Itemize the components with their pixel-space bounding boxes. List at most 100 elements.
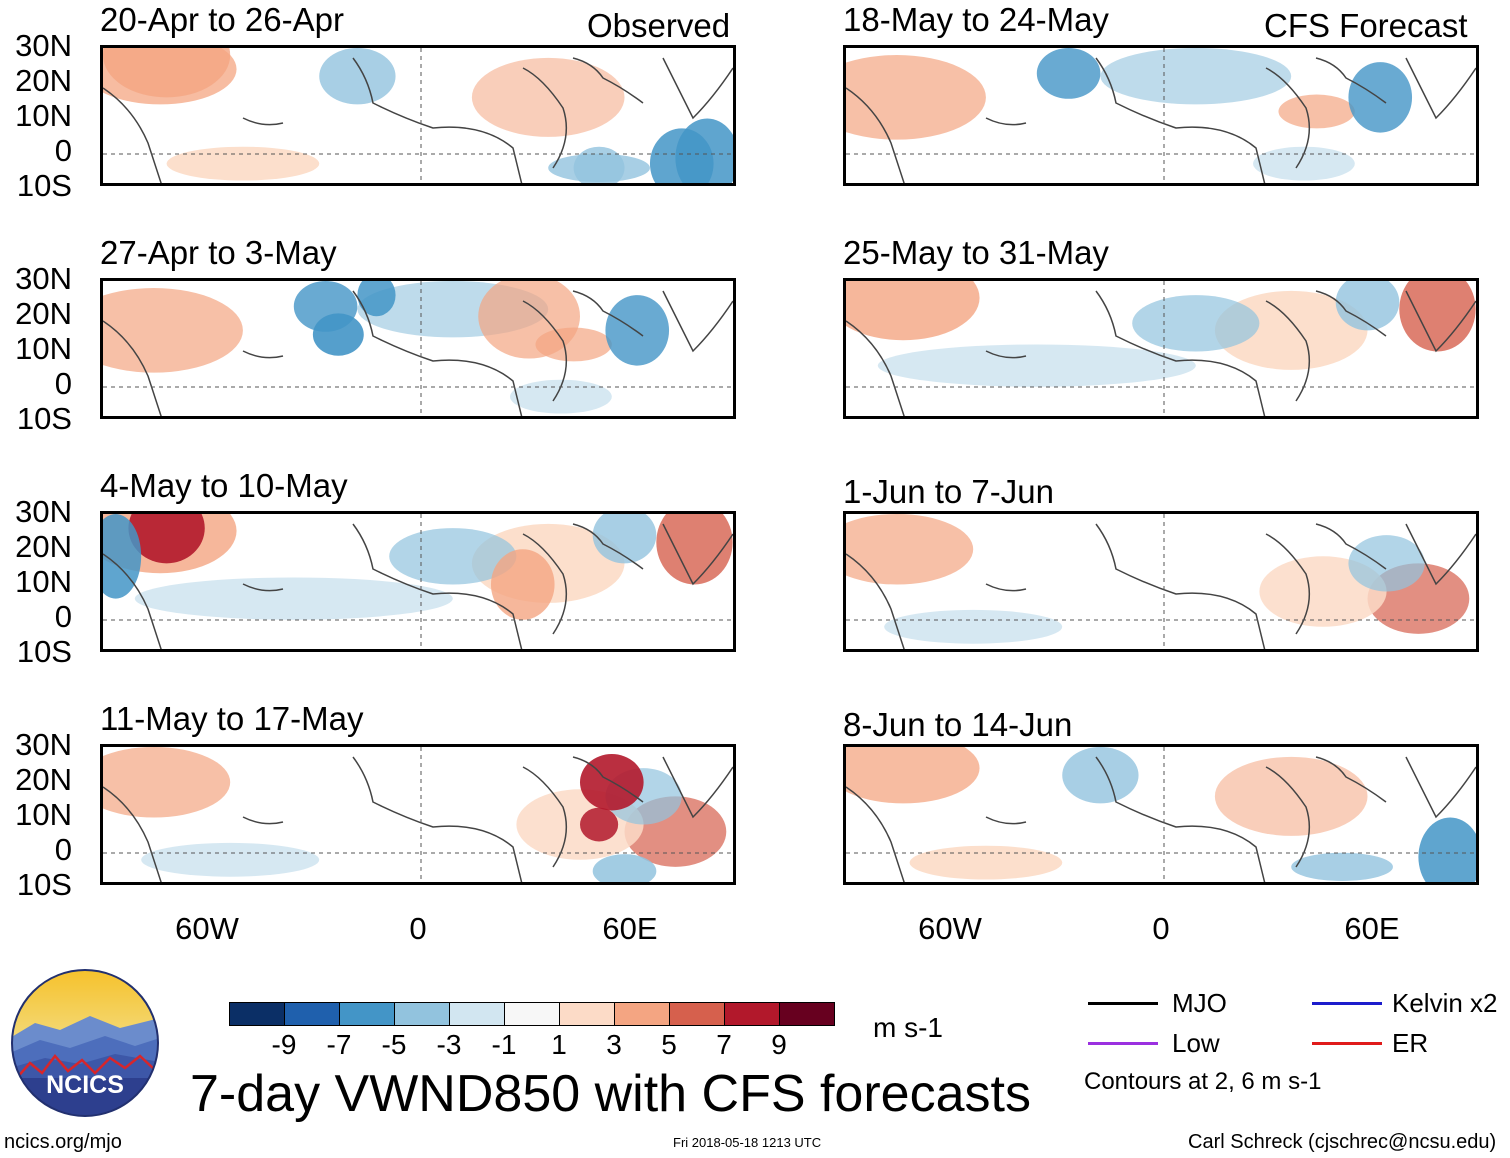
anomaly-shading xyxy=(592,854,657,882)
colorbar-label: 7 xyxy=(716,1029,732,1060)
panel-title-fcst-1: 18-May to 24-May xyxy=(843,1,1109,38)
y-tick: 0 xyxy=(54,366,72,401)
anomaly-shading xyxy=(877,344,1196,387)
legend-label-er: ER xyxy=(1392,1028,1429,1058)
legend-swatch-mjo xyxy=(1088,1002,1158,1005)
colorbar-cell xyxy=(229,1002,285,1026)
colorbar-label: 1 xyxy=(551,1029,567,1060)
panel-title-fcst-3: 1-Jun to 7-Jun xyxy=(843,473,1054,510)
anomaly-shading xyxy=(1253,146,1355,181)
colorbar-label: -9 xyxy=(271,1029,297,1060)
anomaly-shading xyxy=(478,281,580,359)
anomaly-shading xyxy=(580,807,619,842)
anomaly-shading xyxy=(103,747,231,818)
map-field xyxy=(846,747,1476,882)
ncics-logo: NCICS xyxy=(10,968,160,1118)
colorbar-label: -3 xyxy=(436,1029,462,1060)
coastlines xyxy=(103,57,733,183)
anomaly-shading xyxy=(1132,295,1260,352)
forecast-map-panel-2 xyxy=(843,278,1479,419)
coastlines xyxy=(846,290,1476,416)
anomaly-shading xyxy=(846,514,974,585)
colorbar-cell xyxy=(284,1002,340,1026)
y-tick: 0 xyxy=(54,133,72,168)
anomaly-shading xyxy=(357,281,396,317)
anomaly-shading xyxy=(605,295,670,366)
panel-title-obs-1: 20-Apr to 26-Apr xyxy=(100,1,344,38)
coastlines xyxy=(846,57,1476,183)
anomaly-shading xyxy=(1062,747,1139,804)
coastlines xyxy=(103,756,733,882)
y-tick: 10N xyxy=(15,331,72,366)
panel-title-obs-3: 4-May to 10-May xyxy=(100,467,348,504)
colorbar-cell xyxy=(339,1002,395,1026)
panel-title-obs-4: 11-May to 17-May xyxy=(100,700,364,737)
colorbar-cell xyxy=(394,1002,450,1026)
x-tick-left-60w: 60W xyxy=(175,911,239,946)
y-tick: 10N xyxy=(15,797,72,832)
anomaly-shading xyxy=(649,128,714,183)
legend-contour-note: Contours at 2, 6 m s-1 xyxy=(1084,1068,1322,1095)
forecast-map-panel-3 xyxy=(843,511,1479,652)
colorbar-cell xyxy=(449,1002,505,1026)
main-title: 7-day VWND850 with CFS forecasts xyxy=(190,1065,1031,1123)
panel-title-obs-2: 27-Apr to 3-May xyxy=(100,234,337,271)
cfs-forecast-label: CFS Forecast xyxy=(1264,7,1468,44)
map-field xyxy=(103,747,733,882)
colorbar-cell xyxy=(669,1002,725,1026)
anomaly-shading xyxy=(128,514,205,564)
y-tick: 0 xyxy=(54,832,72,867)
colorbar-cell xyxy=(779,1002,835,1026)
map-field xyxy=(846,48,1476,183)
legend-swatch-low xyxy=(1088,1042,1158,1045)
coastlines xyxy=(103,523,733,649)
anomaly-shading xyxy=(846,55,986,140)
map-field xyxy=(103,48,733,183)
forecast-map-panel-1 xyxy=(843,45,1479,186)
anomaly-shading xyxy=(1291,852,1393,881)
anomaly-shading xyxy=(490,549,555,620)
map-field xyxy=(103,281,733,416)
y-tick: 30N xyxy=(15,494,72,529)
anomaly-shading xyxy=(846,747,980,804)
coastlines xyxy=(846,756,1476,882)
map-field xyxy=(103,514,733,649)
panel-title-fcst-4: 8-Jun to 14-Jun xyxy=(843,706,1073,743)
anomaly-shading xyxy=(1100,48,1292,105)
anomaly-shading xyxy=(909,845,1063,880)
colorbar-label: -7 xyxy=(326,1029,352,1060)
y-tick: 10N xyxy=(15,564,72,599)
colorbar-label: -5 xyxy=(381,1029,407,1060)
anomaly-shading xyxy=(319,48,396,105)
footer-url[interactable]: ncics.org/mjo xyxy=(4,1131,122,1153)
colorbar-label: 5 xyxy=(661,1029,677,1060)
anomaly-shading xyxy=(1348,62,1413,133)
y-tick: 0 xyxy=(54,599,72,634)
colorbar-cell xyxy=(504,1002,560,1026)
observed-map-panel-3 xyxy=(100,511,736,652)
anomaly-shading xyxy=(103,514,142,599)
x-tick-right-60e: 60E xyxy=(1344,911,1400,946)
anomaly-shading xyxy=(103,48,231,98)
y-tick: 30N xyxy=(15,727,72,762)
map-field xyxy=(846,281,1476,416)
x-tick-left-60e: 60E xyxy=(602,911,658,946)
observed-map-panel-4 xyxy=(100,744,736,885)
legend-swatch-kelvin xyxy=(1312,1002,1382,1005)
anomaly-shading xyxy=(1348,535,1425,592)
y-tick: 10S xyxy=(16,634,72,669)
legend-label-low: Low xyxy=(1172,1028,1220,1058)
anomaly-shading xyxy=(1335,281,1400,331)
colorbar-cell xyxy=(724,1002,780,1026)
anomaly-shading xyxy=(166,146,320,181)
anomaly-shading xyxy=(141,842,320,877)
colorbar-label: 3 xyxy=(606,1029,622,1060)
panel-title-fcst-2: 25-May to 31-May xyxy=(843,234,1109,271)
logo-text: NCICS xyxy=(46,1071,124,1099)
anomaly-shading xyxy=(134,577,453,620)
legend-swatch-er xyxy=(1312,1042,1382,1045)
anomaly-shading xyxy=(471,57,625,137)
anomaly-shading xyxy=(884,609,1063,644)
anomaly-shading xyxy=(1036,48,1101,99)
colorbar-cell xyxy=(559,1002,615,1026)
